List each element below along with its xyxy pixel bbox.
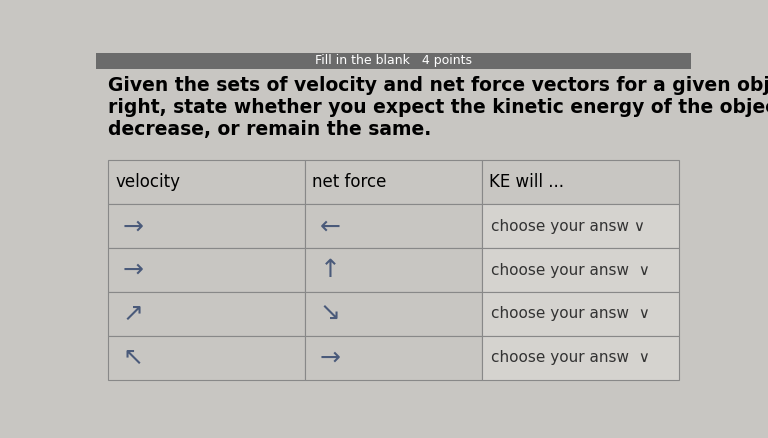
Bar bbox=[108, 292, 305, 336]
Bar bbox=[305, 336, 482, 380]
Text: →: → bbox=[320, 346, 341, 370]
Text: net force: net force bbox=[312, 173, 386, 191]
Bar bbox=[108, 204, 305, 248]
Text: Fill in the blank   4 points: Fill in the blank 4 points bbox=[315, 54, 472, 67]
Bar bbox=[482, 248, 679, 292]
Bar bbox=[108, 336, 305, 380]
Bar bbox=[482, 204, 679, 248]
Bar bbox=[305, 248, 482, 292]
Text: choose your answ  ∨: choose your answ ∨ bbox=[491, 307, 650, 321]
Bar bbox=[108, 160, 305, 204]
Bar bbox=[305, 160, 482, 204]
Text: ↖: ↖ bbox=[123, 346, 144, 370]
Bar bbox=[96, 53, 691, 70]
Text: →: → bbox=[123, 214, 144, 238]
Bar bbox=[482, 292, 679, 336]
Text: choose your answ ∨: choose your answ ∨ bbox=[491, 219, 645, 234]
Text: ←: ← bbox=[320, 214, 341, 238]
Bar bbox=[482, 160, 679, 204]
Text: →: → bbox=[123, 258, 144, 282]
Text: ↗: ↗ bbox=[123, 302, 144, 326]
Text: ↘: ↘ bbox=[320, 302, 341, 326]
Text: velocity: velocity bbox=[115, 173, 180, 191]
Bar bbox=[482, 336, 679, 380]
Text: ↑: ↑ bbox=[320, 258, 341, 282]
Text: KE will ...: KE will ... bbox=[489, 173, 564, 191]
Bar bbox=[305, 292, 482, 336]
Text: choose your answ  ∨: choose your answ ∨ bbox=[491, 263, 650, 278]
Text: choose your answ  ∨: choose your answ ∨ bbox=[491, 350, 650, 365]
Bar bbox=[108, 248, 305, 292]
Bar bbox=[305, 204, 482, 248]
Text: Given the sets of velocity and net force vectors for a given object, shown on th: Given the sets of velocity and net force… bbox=[108, 76, 768, 139]
